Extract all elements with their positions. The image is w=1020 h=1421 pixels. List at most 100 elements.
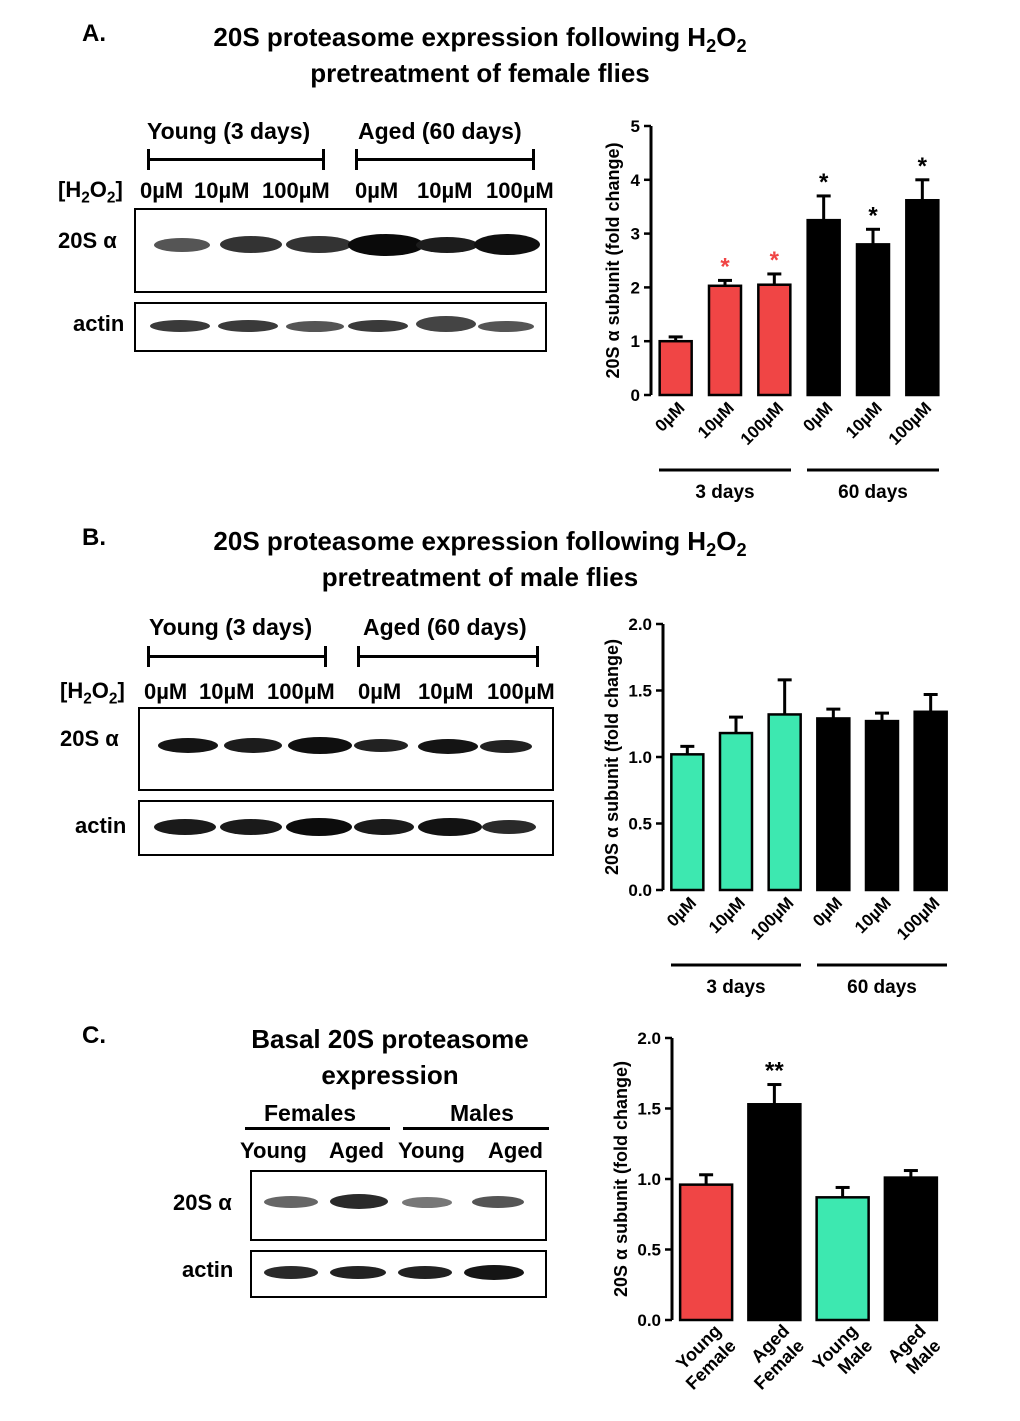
lane-label: Aged bbox=[488, 1138, 543, 1163]
blot-label-20s: 20S α bbox=[173, 1190, 232, 1215]
bar bbox=[855, 243, 891, 397]
h2o2-label: [H2O2] bbox=[58, 177, 123, 207]
group-label-young: Young (3 days) bbox=[147, 118, 311, 144]
x-tick-label: YoungFemale bbox=[667, 1321, 740, 1394]
lane-label: 0µM bbox=[140, 178, 184, 203]
lane-label: 10µM bbox=[417, 178, 473, 203]
lane-label: 0µM bbox=[144, 679, 188, 704]
line-females bbox=[245, 1127, 390, 1130]
group-label-aged: Aged (60 days) bbox=[363, 614, 527, 640]
x-tick-label: 100µM bbox=[747, 893, 797, 943]
y-tick-label: 1.0 bbox=[628, 748, 652, 767]
bracket-young bbox=[147, 149, 325, 170]
lane-label: Young bbox=[240, 1138, 307, 1163]
x-tick-label: 100µM bbox=[737, 398, 787, 448]
panel-a-title-line1: 20S proteasome expression following H2O2 bbox=[213, 22, 747, 57]
y-axis-label: 20S α subunit (fold change) bbox=[602, 639, 622, 875]
significance-marker: ** bbox=[765, 1058, 784, 1085]
y-tick-label: 5 bbox=[631, 117, 640, 136]
y-tick-label: 0 bbox=[631, 386, 640, 405]
western-blot-20s-alpha bbox=[134, 208, 547, 293]
western-blot-actin bbox=[138, 800, 554, 856]
panel-c-title-line1: Basal 20S proteasome bbox=[251, 1024, 529, 1054]
y-axis-label: 20S α subunit (fold change) bbox=[611, 1061, 631, 1297]
bar bbox=[864, 719, 900, 892]
y-tick-label: 0.0 bbox=[637, 1311, 661, 1330]
panel-a-title-line2: pretreatment of female flies bbox=[310, 58, 650, 88]
panel-letter-a: A. bbox=[82, 20, 106, 47]
x-tick-label: 0µM bbox=[651, 398, 688, 435]
lane-label: 10µM bbox=[199, 679, 255, 704]
bar bbox=[767, 713, 802, 892]
lane-label: Young bbox=[398, 1138, 465, 1163]
chart-b-20s-alpha: 0.0 0.5 1.0 1.5 2.0 20S α subunit (fold chang… bbox=[602, 615, 948, 998]
x-tick-label: 10µM bbox=[842, 398, 886, 442]
group-label: 3 days bbox=[706, 977, 765, 998]
y-tick-label: 1.5 bbox=[637, 1100, 661, 1119]
x-tick-label: 0µM bbox=[799, 398, 836, 435]
significance-marker: * bbox=[720, 253, 730, 280]
lane-label: Aged bbox=[329, 1138, 384, 1163]
significance-marker: * bbox=[770, 247, 780, 274]
y-tick-label: 1.5 bbox=[628, 682, 652, 701]
group-label-females: Females bbox=[264, 1100, 357, 1126]
group-label-aged: Aged (60 days) bbox=[358, 118, 522, 144]
lane-label: 100µM bbox=[486, 178, 554, 203]
y-tick-label: 3 bbox=[631, 225, 640, 244]
significance-marker: * bbox=[918, 153, 928, 180]
x-tick-label: 10µM bbox=[851, 893, 895, 937]
h2o2-label: [H2O2] bbox=[60, 678, 125, 708]
y-axis-label: 20S α subunit (fold change) bbox=[603, 142, 623, 378]
blot-label-20s: 20S α bbox=[58, 228, 117, 253]
lane-label: 100µM bbox=[262, 178, 330, 203]
bar bbox=[806, 218, 841, 397]
x-tick-label: AgedFemale bbox=[735, 1321, 808, 1394]
bar bbox=[913, 710, 948, 892]
blot-label-actin: actin bbox=[75, 813, 127, 838]
lane-label: 0µM bbox=[358, 679, 402, 704]
lane-label: 10µM bbox=[418, 679, 474, 704]
x-tick-label: 100µM bbox=[893, 893, 943, 943]
bar bbox=[757, 283, 792, 397]
x-tick-label: 100µM bbox=[885, 398, 935, 448]
bracket-young bbox=[147, 646, 327, 667]
western-blot-actin bbox=[250, 1250, 547, 1298]
lane-label: 10µM bbox=[194, 178, 250, 203]
bar bbox=[658, 339, 693, 397]
panel-letter-c: C. bbox=[82, 1022, 106, 1049]
panel-b-title-line1: 20S proteasome expression following H2O2 bbox=[213, 526, 747, 561]
blot-label-actin: actin bbox=[182, 1257, 234, 1282]
group-label-males: Males bbox=[450, 1100, 514, 1126]
group-label: 3 days bbox=[695, 482, 754, 503]
y-tick-label: 1.0 bbox=[637, 1170, 661, 1189]
x-tick-label: 0µM bbox=[809, 893, 846, 930]
lane-label: 0µM bbox=[355, 178, 399, 203]
x-tick-label: AgedMale bbox=[884, 1321, 945, 1382]
bar bbox=[670, 753, 705, 892]
bar bbox=[707, 284, 743, 397]
bar bbox=[718, 731, 754, 892]
western-blot-20s-alpha bbox=[250, 1170, 547, 1241]
panel-c-title-line2: expression bbox=[321, 1060, 459, 1090]
y-tick-label: 2.0 bbox=[628, 615, 652, 634]
bracket-aged bbox=[357, 646, 539, 667]
blot-label-20s: 20S α bbox=[60, 726, 119, 751]
bar bbox=[815, 1196, 870, 1322]
blot-label-actin: actin bbox=[73, 311, 125, 336]
western-blot-actin bbox=[134, 302, 547, 352]
group-label-young: Young (3 days) bbox=[149, 614, 313, 640]
y-tick-label: 2 bbox=[631, 278, 640, 297]
bracket-aged bbox=[355, 149, 535, 170]
y-tick-label: 0.5 bbox=[637, 1241, 661, 1260]
bar bbox=[883, 1176, 939, 1322]
bar bbox=[747, 1103, 802, 1322]
chart-a-20s-alpha: 0 1 2 3 4 5 20S α subunit (fold change) 0µM * 10µ… bbox=[603, 117, 940, 503]
x-tick-label: 0µM bbox=[663, 893, 700, 930]
western-blot-20s-alpha bbox=[138, 707, 554, 791]
chart-c-20s-alpha: 0.0 0.5 1.0 1.5 2.0 20S α subunit (fold chang… bbox=[611, 1029, 945, 1394]
y-tick-label: 2.0 bbox=[637, 1029, 661, 1048]
panel-b-title-line2: pretreatment of male flies bbox=[321, 562, 639, 592]
y-tick-label: 0.0 bbox=[628, 881, 652, 900]
y-tick-label: 1 bbox=[631, 332, 640, 351]
lane-label: 100µM bbox=[487, 679, 555, 704]
